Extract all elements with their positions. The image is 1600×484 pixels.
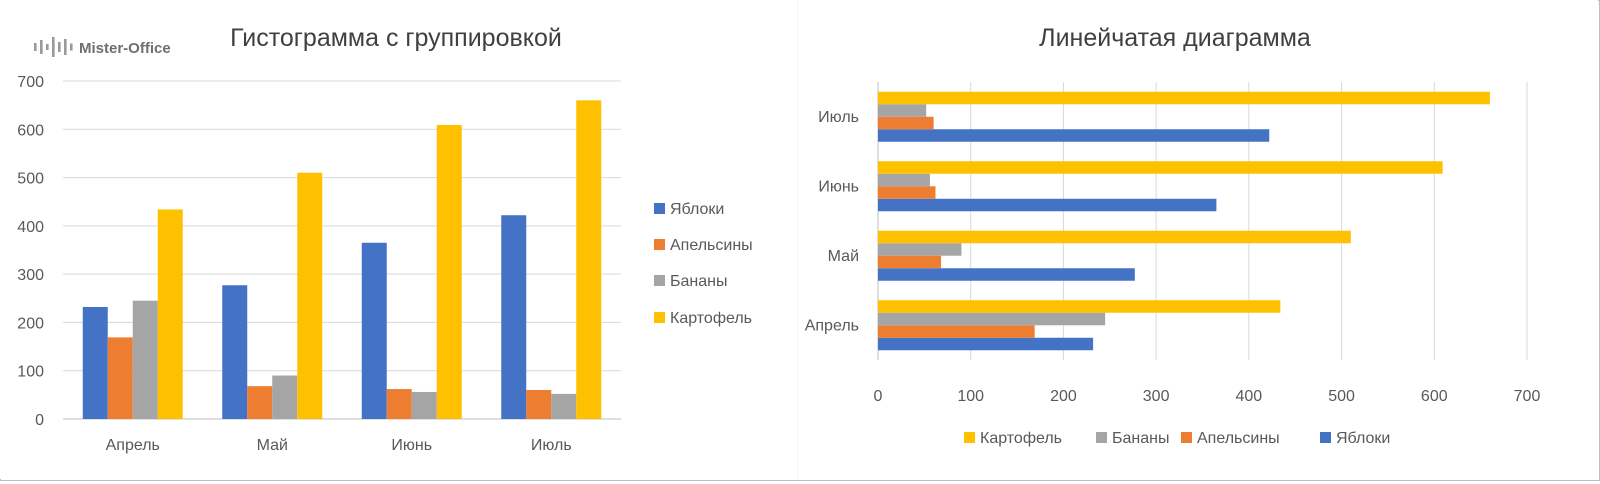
hbar-3-1	[878, 116, 934, 130]
y-tick-label: 500	[17, 171, 44, 188]
legend-swatch	[1181, 432, 1192, 443]
legend-label: Яблоки	[1336, 430, 1390, 447]
y-tick-label: Май	[828, 248, 859, 265]
x-tick-label: 300	[1143, 388, 1170, 405]
hbar-3-0	[878, 129, 1270, 142]
hbar-1-0	[878, 268, 1135, 281]
x-tick-label: 600	[1421, 388, 1448, 405]
legend-swatch	[654, 275, 665, 286]
y-tick-label: 400	[17, 219, 44, 236]
legend-label: Бананы	[1112, 430, 1169, 447]
legend-label: Яблоки	[670, 201, 724, 218]
bar-3-3	[576, 100, 602, 420]
bar-1-2	[272, 375, 298, 419]
bar-chart-panel: Линейчатая диаграмма 0 100 200 300 400 500 600 7…	[798, 0, 1598, 479]
y-tick-label: 0	[35, 412, 44, 429]
column-chart: Mister-Office Гистограмма с группировкой 0…	[17, 24, 753, 454]
x-tick-label: 400	[1236, 388, 1263, 405]
y-tick-label: Апрель	[805, 317, 859, 334]
bar-2-2	[411, 391, 437, 419]
y-tick-label: Июль	[818, 109, 859, 126]
hbar-0-1	[878, 325, 1035, 338]
x-tick-label: 200	[1050, 388, 1077, 405]
bar-1-0	[222, 285, 248, 419]
x-tick-label: Май	[257, 437, 288, 454]
horizontal-bar-chart: Линейчатая диаграмма 0 100 200 300 400 500 600 7…	[805, 24, 1541, 447]
logo-signal-bar	[34, 43, 37, 51]
bar-1-1	[247, 386, 273, 419]
y-tick-label: 700	[17, 74, 44, 91]
chart-title: Гистограмма с группировкой	[230, 24, 562, 52]
bar-3-0	[501, 215, 527, 419]
bar-3-1	[526, 390, 552, 419]
hbar-0-3	[878, 300, 1281, 313]
hbar-2-1	[878, 186, 936, 199]
bar-2-0	[361, 242, 387, 419]
legend-swatch	[1320, 432, 1331, 443]
hbar-0-0	[878, 337, 1094, 351]
logo-signal-bar	[52, 37, 55, 57]
legend-swatch	[654, 312, 665, 323]
logo-signal-bar	[64, 39, 67, 55]
x-tick-label: 500	[1328, 388, 1355, 405]
bar-0-3	[157, 209, 183, 419]
bar-1-3	[297, 172, 323, 419]
bar-3-2	[551, 393, 577, 419]
bar-2-3	[436, 124, 462, 419]
hbar-1-1	[878, 255, 942, 269]
y-tick-label: 100	[17, 364, 44, 381]
legend-swatch	[964, 432, 975, 443]
legend-label: Бананы	[670, 273, 727, 290]
x-tick-label: Июнь	[391, 437, 432, 454]
bar-0-2	[132, 300, 158, 419]
x-tick-label: 100	[957, 388, 984, 405]
legend-swatch	[654, 203, 665, 214]
logo-signal-bar	[46, 44, 49, 50]
hbar-1-2	[878, 243, 962, 256]
y-tick-label: 600	[17, 122, 44, 139]
y-tick-label: 300	[17, 267, 44, 284]
logo-signal-bar	[40, 40, 43, 54]
legend-swatch	[654, 239, 665, 250]
x-tick-label: Июль	[531, 437, 572, 454]
bar-2-1	[386, 389, 412, 419]
hbar-0-2	[878, 312, 1106, 326]
logo-signal-bar	[70, 43, 73, 51]
legend-swatch	[1096, 432, 1107, 443]
bar-0-1	[107, 337, 133, 419]
logo-signal-bar	[58, 42, 61, 52]
mister-office-logo: Mister-Office	[34, 37, 171, 57]
legend-label: Картофель	[980, 430, 1062, 447]
y-tick-label: 200	[17, 315, 44, 332]
bar-0-0	[82, 306, 108, 419]
chart-title: Линейчатая диаграмма	[1039, 24, 1311, 52]
hbar-2-2	[878, 173, 930, 187]
column-chart-panel: Mister-Office Гистограмма с группировкой 0…	[0, 0, 798, 479]
hbar-3-3	[878, 91, 1490, 105]
legend-label: Апельсины	[1197, 430, 1280, 447]
hbar-3-2	[878, 104, 927, 117]
x-tick-label: 0	[874, 388, 883, 405]
legend-label: Картофель	[670, 310, 752, 327]
hbar-1-3	[878, 230, 1351, 244]
x-tick-label: Апрель	[106, 437, 160, 454]
x-tick-label: 700	[1514, 388, 1541, 405]
hbar-2-0	[878, 198, 1217, 212]
y-tick-label: Июнь	[818, 178, 859, 195]
logo-text: Mister-Office	[79, 40, 171, 57]
hbar-2-3	[878, 161, 1443, 174]
legend-label: Апельсины	[670, 237, 753, 254]
